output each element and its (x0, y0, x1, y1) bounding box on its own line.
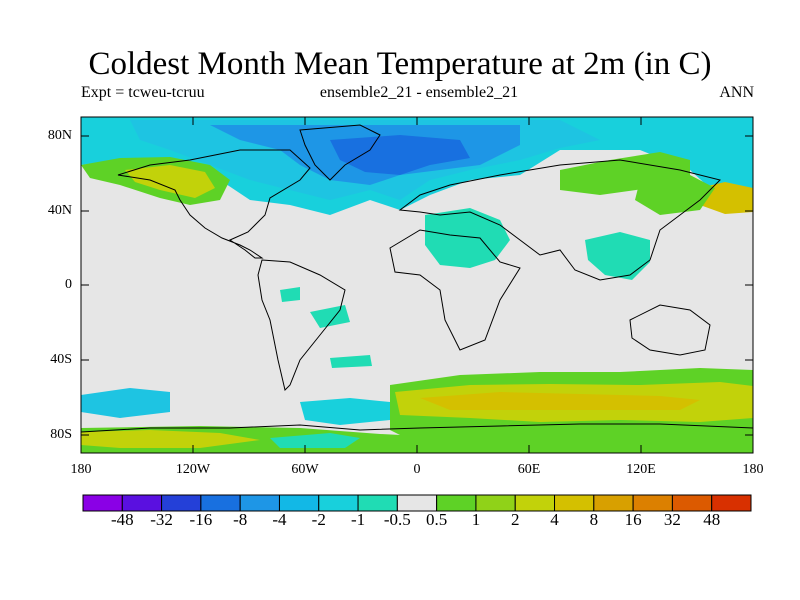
y-tick-40n: 40N (47, 203, 72, 218)
x-tick-60e: 60E (517, 462, 541, 477)
coast-antarctica (81, 423, 753, 433)
coast-greenland (299, 124, 381, 181)
colorbar-label: 8 (589, 510, 599, 529)
field-tropic-cyan-c (330, 355, 372, 368)
colorbar-swatch (554, 494, 595, 512)
map-title: Coldest Month Mean Temperature at 2m (in… (88, 46, 712, 82)
colorbar-swatch (161, 494, 202, 512)
coast-south-america (257, 259, 346, 391)
field-tropic-cyan-b (280, 287, 300, 302)
colorbar-swatch (475, 494, 516, 512)
colorbar-label: -48 (110, 510, 134, 529)
colorbar-swatch (436, 494, 477, 512)
y-tick-40s: 40S (50, 352, 72, 367)
y-tick-80s: 80S (50, 427, 72, 442)
coast-africa (389, 229, 521, 351)
x-tick-120e: 120E (626, 462, 656, 477)
field-midlat-cyan (425, 208, 510, 268)
colorbar-label: -4 (272, 510, 287, 529)
colorbar-label: 4 (550, 510, 559, 529)
colorbar-label: 48 (703, 510, 721, 529)
colorbar-label: 32 (663, 510, 681, 529)
colorbar-label: -2 (311, 510, 326, 529)
coast-eurasia (398, 159, 721, 281)
field-southatlantic-cyan (300, 398, 390, 425)
field-antarctic-cyan (270, 433, 360, 448)
colorbar-label: 0.5 (426, 510, 448, 529)
experiment-label: Expt = tcweu-tcruu (81, 84, 205, 101)
coast-australia (629, 304, 711, 356)
x-tick-180e: 180 (742, 462, 764, 477)
coast-north-america (117, 149, 311, 259)
field-asia-cyan (585, 232, 650, 280)
colorbar-swatch (239, 494, 280, 512)
colorbar-swatch (396, 494, 438, 512)
x-tick-180w: 180 (70, 462, 92, 477)
colorbar-label: -8 (233, 510, 248, 529)
colorbar-label: 16 (624, 510, 642, 529)
colorbar-swatch (82, 494, 123, 512)
colorbar-swatch (357, 494, 398, 512)
colorbar-swatch (671, 494, 713, 512)
axis-ticks (81, 117, 753, 453)
field-southpacific-cyan (81, 388, 170, 418)
y-tick-80n: 80N (47, 128, 72, 143)
colorbar-label: -32 (150, 510, 173, 529)
colorbar-swatch (593, 494, 634, 512)
field-nwamerica-yellow (125, 165, 215, 198)
x-tick-60w: 60W (291, 462, 319, 477)
colorbar-swatch (318, 494, 359, 512)
field-arctic-deep (330, 135, 470, 175)
period-label: ANN (719, 84, 754, 101)
colorbar-swatch (711, 494, 752, 512)
coastlines (81, 124, 753, 433)
colorbar-swatch (200, 494, 241, 512)
colorbar-label: -16 (189, 510, 213, 529)
ensemble-label: ensemble2_21 - ensemble2_21 (319, 84, 519, 101)
colorbar-swatch (632, 494, 673, 512)
colorbar-label: 2 (510, 510, 520, 529)
colorbar-label: -0.5 (383, 510, 411, 529)
field-antarctic-yellow (81, 430, 260, 448)
colorbar-label: 1 (471, 510, 481, 529)
field-asia-green (635, 175, 715, 215)
x-tick-0: 0 (413, 462, 421, 477)
field-southern-orange (420, 392, 700, 410)
colorbar-label: -1 (350, 510, 366, 529)
colorbar-swatch (278, 494, 320, 512)
x-tick-120w: 120W (175, 462, 211, 477)
y-tick-0: 0 (65, 277, 72, 292)
colorbar-swatch (514, 494, 556, 512)
field-antarctic-green (81, 426, 753, 453)
colorbar-swatch (121, 494, 163, 512)
